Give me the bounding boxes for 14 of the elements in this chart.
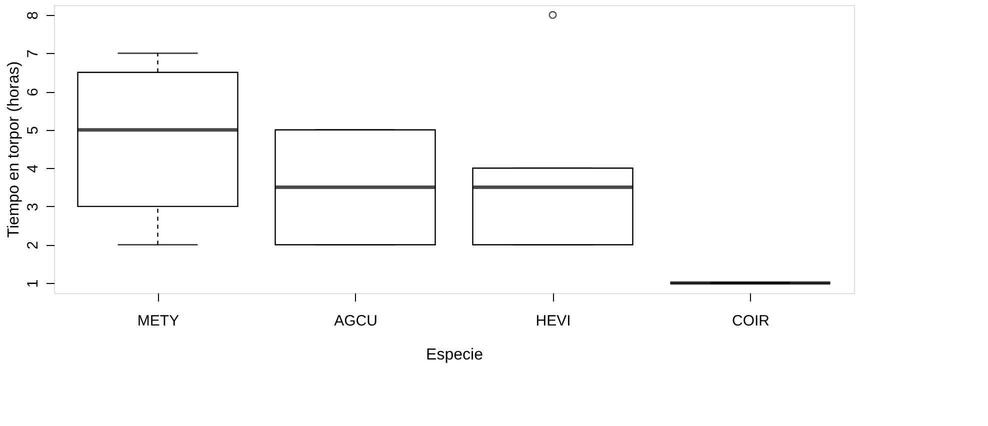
y-axis-title: Tiempo en torpor (horas): [6, 61, 22, 238]
y-tick-label: 3: [24, 202, 42, 212]
x-tick-label: HEVI: [536, 312, 571, 330]
x-tick-label: METY: [137, 312, 180, 330]
y-tick-label: 7: [24, 50, 42, 58]
x-tick-label: AGCU: [334, 312, 378, 330]
y-tick-label: 8: [24, 11, 42, 20]
y-tick-label: 6: [24, 88, 42, 96]
y-tick-label: 5: [24, 126, 42, 135]
y-tick-label: 4: [24, 164, 42, 173]
x-tick-label: COIR: [732, 312, 770, 330]
x-axis-title: Especie: [426, 346, 484, 364]
y-tick-label: 1: [24, 279, 42, 288]
y-tick-label: 2: [24, 241, 42, 250]
